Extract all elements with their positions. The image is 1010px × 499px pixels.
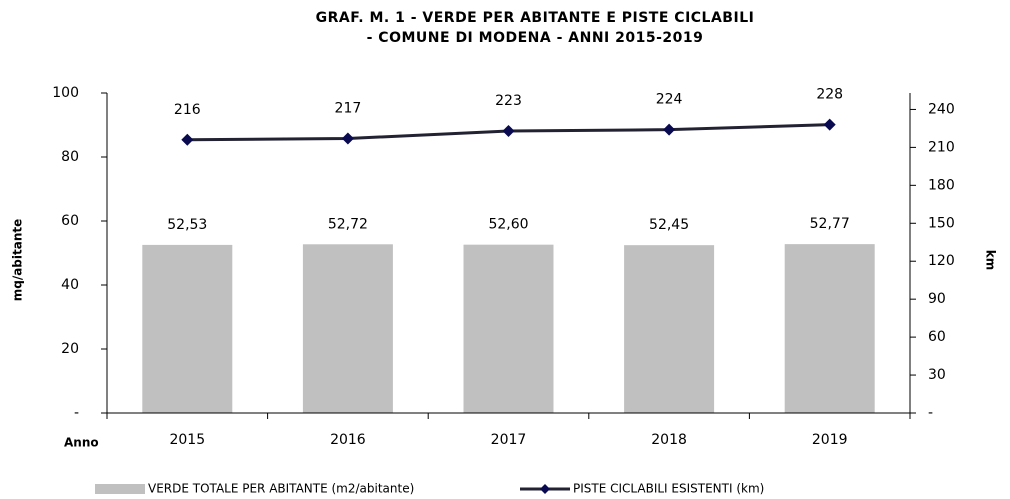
y2-axis-title: km xyxy=(984,250,998,270)
bar xyxy=(142,244,233,413)
legend-marker xyxy=(540,484,550,494)
legend-swatch xyxy=(95,484,145,494)
y-tick-label: 60 xyxy=(61,213,79,229)
chart-title: - COMUNE DI MODENA - ANNI 2015-2019 xyxy=(367,30,704,46)
y2-tick-label: - xyxy=(928,405,933,421)
data-label: 228 xyxy=(816,87,843,103)
data-label: 52,53 xyxy=(167,217,207,233)
y2-tick-label: 240 xyxy=(928,101,955,117)
marker xyxy=(502,124,515,137)
data-label: 223 xyxy=(495,93,522,109)
marker xyxy=(181,133,194,146)
marker xyxy=(823,118,836,131)
y2-tick-label: 180 xyxy=(928,177,955,193)
data-label: 217 xyxy=(335,101,362,117)
data-label: 52,60 xyxy=(488,217,528,233)
legend-label: VERDE TOTALE PER ABITANTE (m2/abitante) xyxy=(148,482,414,496)
data-label: 52,77 xyxy=(810,216,850,232)
y-tick-label: 20 xyxy=(61,341,79,357)
bar xyxy=(463,244,554,413)
y2-tick-label: 90 xyxy=(928,291,946,307)
y2-tick-label: 120 xyxy=(928,253,955,269)
y-tick-label: 100 xyxy=(52,85,79,101)
data-label: 216 xyxy=(174,102,201,118)
bar xyxy=(302,244,393,413)
data-label: 52,45 xyxy=(649,217,689,233)
y2-tick-label: 30 xyxy=(928,367,946,383)
bar xyxy=(624,245,715,413)
data-label: 224 xyxy=(656,92,683,108)
marker xyxy=(341,132,354,145)
y-tick-label: 40 xyxy=(61,277,79,293)
y-tick-label: - xyxy=(74,405,79,421)
y-tick-label: 80 xyxy=(61,149,79,165)
x-tick-label: 2019 xyxy=(812,432,848,448)
x-tick-label: 2017 xyxy=(491,432,527,448)
y2-tick-label: 210 xyxy=(928,139,955,155)
bar xyxy=(784,244,875,413)
marker xyxy=(663,123,676,136)
y-axis-title: mq/abitante xyxy=(11,219,25,302)
x-tick-label: 2016 xyxy=(330,432,366,448)
x-axis-title: Anno xyxy=(64,436,99,450)
y2-tick-label: 60 xyxy=(928,329,946,345)
x-tick-label: 2018 xyxy=(651,432,687,448)
legend-label: PISTE CICLABILI ESISTENTI (km) xyxy=(573,482,764,496)
x-tick-label: 2015 xyxy=(169,432,205,448)
y2-tick-label: 150 xyxy=(928,215,955,231)
data-label: 52,72 xyxy=(328,216,368,232)
chart-title: GRAF. M. 1 - VERDE PER ABITANTE E PISTE … xyxy=(316,10,755,26)
